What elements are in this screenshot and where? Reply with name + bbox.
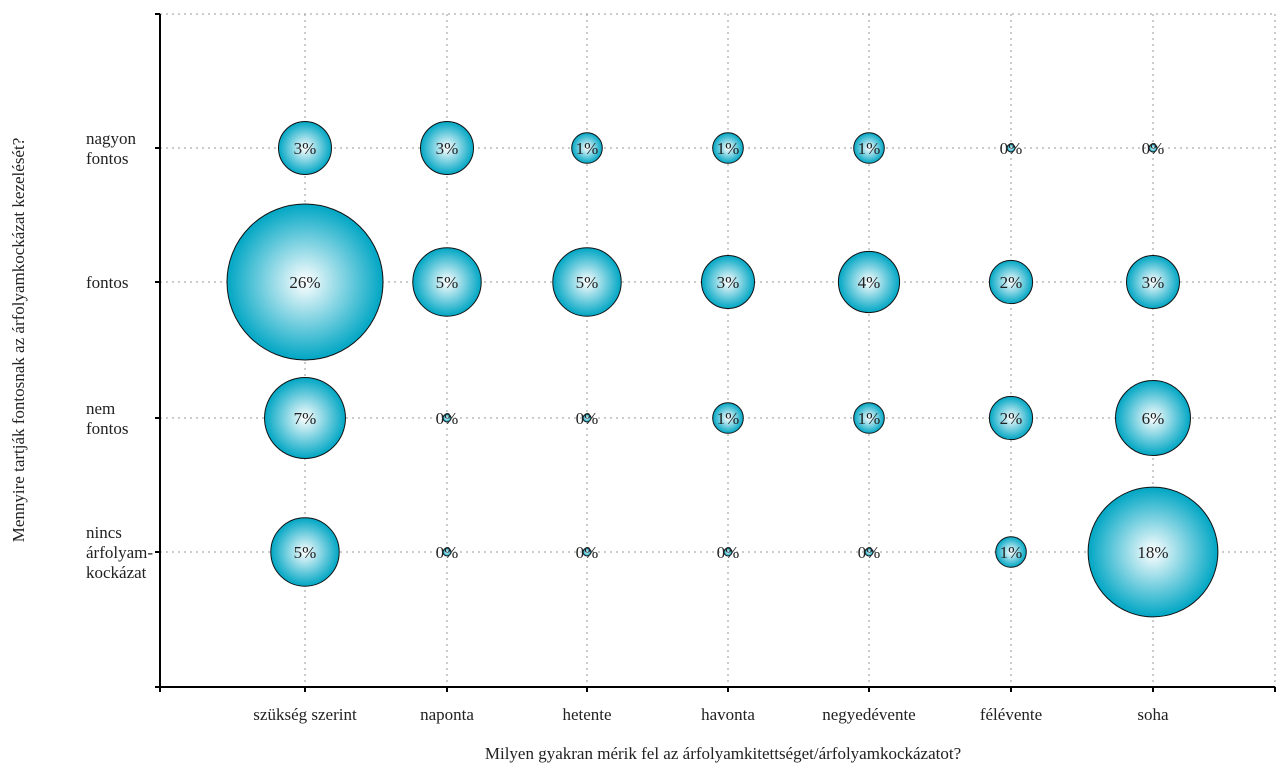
bubble: [270, 517, 340, 587]
y-tick-label: nincs árfolyam-kockázat: [86, 523, 153, 582]
bubble: [837, 250, 901, 314]
bubble-value-label: 1%: [717, 139, 740, 158]
bubble: [1126, 255, 1180, 309]
bubble: [226, 203, 384, 361]
bubble: [582, 547, 592, 557]
bubble-value-label: 0%: [576, 409, 599, 428]
bubble: [1148, 143, 1158, 153]
bubble: [1006, 143, 1016, 153]
bubble-value-label: 0%: [436, 543, 459, 562]
data-labels: 3% 3% 1% 1% 1% 0% 0% 26% 5% 5% 3% 4% 2% 3% 7% 0% 0% 1% 1% 2…: [289, 139, 1168, 562]
bubble-value-label: 3%: [717, 273, 740, 292]
bubble: [571, 132, 603, 164]
bubble-value-label: 18%: [1137, 543, 1168, 562]
bubble: [442, 547, 452, 557]
bubbles: [226, 121, 1219, 618]
x-axis-title: Milyen gyakran mérik fel az árfolyamkite…: [485, 744, 961, 763]
y-tick-label: nem fontos: [86, 399, 129, 438]
bubble-value-label: 1%: [858, 409, 881, 428]
y-tick-label: fontos: [86, 273, 129, 292]
bubble-value-label: 0%: [1000, 139, 1023, 158]
bubble-value-label: 1%: [1000, 543, 1023, 562]
y-axis-title: Mennyire tartják fontosnak az árfolyamko…: [9, 138, 28, 543]
bubble-value-label: 5%: [576, 273, 599, 292]
bubble-value-label: 1%: [576, 139, 599, 158]
x-tick-label: havonta: [701, 705, 755, 724]
x-tick-label: soha: [1137, 705, 1169, 724]
axis-ticks: [155, 13, 1276, 692]
bubble: [264, 377, 346, 459]
bubble-value-label: 6%: [1142, 409, 1165, 428]
bubble: [995, 536, 1027, 568]
bubble: [988, 259, 1034, 305]
bubble-value-label: 3%: [294, 139, 317, 158]
bubble: [864, 547, 874, 557]
bubble-value-label: 0%: [858, 543, 881, 562]
bubble: [552, 247, 622, 317]
x-tick-label: hetente: [562, 705, 611, 724]
bubble-value-label: 1%: [717, 409, 740, 428]
bubble: [278, 121, 332, 175]
bubble: [712, 402, 744, 434]
bubble-value-label: 0%: [436, 409, 459, 428]
bubble-value-label: 7%: [294, 409, 317, 428]
bubble-value-label: 3%: [436, 139, 459, 158]
bubble-value-label: 2%: [1000, 409, 1023, 428]
bubble: [988, 395, 1034, 441]
bubble-value-label: 2%: [1000, 273, 1023, 292]
y-tick-labels: nagyon fontos fontos nem fontos nincs árfolyam…: [86, 129, 153, 582]
bubble-value-label: 3%: [1142, 273, 1165, 292]
bubble-value-label: 0%: [576, 543, 599, 562]
bubble: [412, 247, 482, 317]
bubble: [712, 132, 744, 164]
x-tick-label: negyedévente: [822, 705, 915, 724]
bubble: [582, 413, 592, 423]
x-tick-label: naponta: [420, 705, 474, 724]
x-tick-label: félévente: [980, 705, 1042, 724]
bubble-value-label: 4%: [858, 273, 881, 292]
x-tick-label: szükség szerint: [253, 705, 357, 724]
bubble-value-label: 0%: [717, 543, 740, 562]
bubble-value-label: 5%: [294, 543, 317, 562]
axes: [159, 14, 1275, 688]
y-tick-label: nagyon fontos: [86, 129, 137, 168]
bubble: [701, 255, 755, 309]
bubble-value-label: 1%: [858, 139, 881, 158]
bubble: [442, 413, 452, 423]
bubble: [853, 402, 885, 434]
x-tick-labels: szükség szerint naponta hetente havonta negy…: [253, 705, 1169, 724]
bubble: [1115, 380, 1191, 456]
bubble: [1087, 486, 1219, 618]
bubble: [723, 547, 733, 557]
bubble: [420, 121, 474, 175]
bubble-value-label: 0%: [1142, 139, 1165, 158]
bubble-value-label: 5%: [436, 273, 459, 292]
bubble: [853, 132, 885, 164]
bubble-value-label: 26%: [289, 273, 320, 292]
